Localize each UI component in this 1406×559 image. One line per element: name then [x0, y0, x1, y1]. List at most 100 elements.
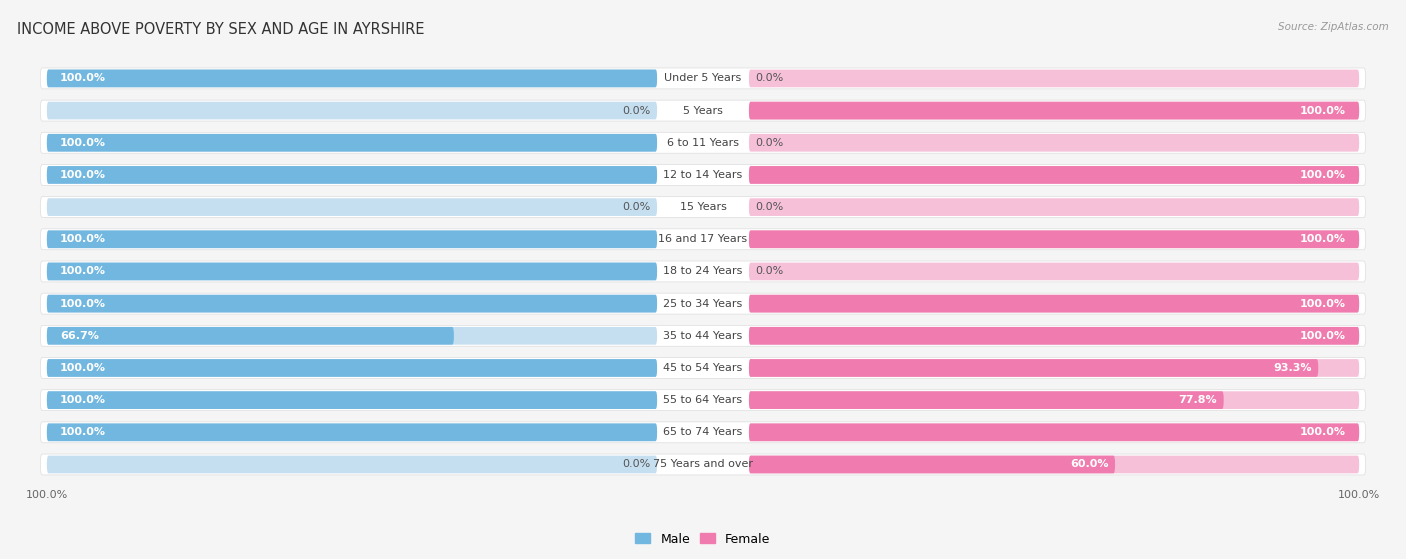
Text: 100.0%: 100.0% — [25, 490, 67, 500]
FancyBboxPatch shape — [749, 263, 1360, 280]
Text: 77.8%: 77.8% — [1178, 395, 1218, 405]
FancyBboxPatch shape — [46, 134, 657, 151]
Text: 93.3%: 93.3% — [1274, 363, 1312, 373]
FancyBboxPatch shape — [749, 327, 1360, 345]
FancyBboxPatch shape — [749, 456, 1360, 473]
FancyBboxPatch shape — [749, 230, 1360, 248]
FancyBboxPatch shape — [749, 166, 1360, 184]
FancyBboxPatch shape — [46, 327, 657, 345]
FancyBboxPatch shape — [41, 390, 1365, 411]
Text: 100.0%: 100.0% — [1301, 170, 1346, 180]
FancyBboxPatch shape — [41, 100, 1365, 121]
FancyBboxPatch shape — [46, 295, 657, 312]
Text: 75 Years and over: 75 Years and over — [652, 459, 754, 470]
Text: 100.0%: 100.0% — [60, 73, 105, 83]
FancyBboxPatch shape — [749, 134, 1360, 151]
Text: 55 to 64 Years: 55 to 64 Years — [664, 395, 742, 405]
FancyBboxPatch shape — [749, 102, 1360, 120]
Legend: Male, Female: Male, Female — [630, 528, 776, 551]
Text: 16 and 17 Years: 16 and 17 Years — [658, 234, 748, 244]
FancyBboxPatch shape — [46, 456, 657, 473]
FancyBboxPatch shape — [41, 358, 1365, 378]
Text: 66.7%: 66.7% — [60, 331, 98, 341]
FancyBboxPatch shape — [46, 69, 657, 87]
FancyBboxPatch shape — [749, 359, 1319, 377]
Text: 0.0%: 0.0% — [623, 106, 651, 116]
Text: 65 to 74 Years: 65 to 74 Years — [664, 427, 742, 437]
Text: 35 to 44 Years: 35 to 44 Years — [664, 331, 742, 341]
FancyBboxPatch shape — [41, 422, 1365, 443]
Text: Under 5 Years: Under 5 Years — [665, 73, 741, 83]
Text: 18 to 24 Years: 18 to 24 Years — [664, 267, 742, 277]
Text: 100.0%: 100.0% — [60, 363, 105, 373]
Text: INCOME ABOVE POVERTY BY SEX AND AGE IN AYRSHIRE: INCOME ABOVE POVERTY BY SEX AND AGE IN A… — [17, 22, 425, 37]
Text: 25 to 34 Years: 25 to 34 Years — [664, 299, 742, 309]
FancyBboxPatch shape — [749, 69, 1360, 87]
FancyBboxPatch shape — [46, 230, 657, 248]
FancyBboxPatch shape — [41, 229, 1365, 250]
FancyBboxPatch shape — [46, 327, 454, 345]
Text: 0.0%: 0.0% — [755, 73, 783, 83]
FancyBboxPatch shape — [46, 263, 657, 280]
Text: 100.0%: 100.0% — [1301, 299, 1346, 309]
FancyBboxPatch shape — [46, 263, 657, 280]
Text: 100.0%: 100.0% — [60, 170, 105, 180]
Text: 100.0%: 100.0% — [60, 395, 105, 405]
FancyBboxPatch shape — [749, 391, 1360, 409]
FancyBboxPatch shape — [749, 424, 1360, 441]
FancyBboxPatch shape — [41, 325, 1365, 346]
Text: 100.0%: 100.0% — [1301, 234, 1346, 244]
FancyBboxPatch shape — [749, 359, 1360, 377]
FancyBboxPatch shape — [749, 295, 1360, 312]
Text: 100.0%: 100.0% — [1301, 427, 1346, 437]
Text: 100.0%: 100.0% — [60, 299, 105, 309]
Text: 100.0%: 100.0% — [1301, 331, 1346, 341]
FancyBboxPatch shape — [749, 391, 1223, 409]
FancyBboxPatch shape — [46, 295, 657, 312]
FancyBboxPatch shape — [46, 166, 657, 184]
Text: 15 Years: 15 Years — [679, 202, 727, 212]
FancyBboxPatch shape — [41, 293, 1365, 314]
Text: Source: ZipAtlas.com: Source: ZipAtlas.com — [1278, 22, 1389, 32]
FancyBboxPatch shape — [41, 454, 1365, 475]
Text: 0.0%: 0.0% — [755, 267, 783, 277]
Text: 100.0%: 100.0% — [60, 427, 105, 437]
FancyBboxPatch shape — [46, 391, 657, 409]
Text: 0.0%: 0.0% — [755, 138, 783, 148]
Text: 100.0%: 100.0% — [1339, 490, 1381, 500]
FancyBboxPatch shape — [749, 166, 1360, 184]
FancyBboxPatch shape — [46, 166, 657, 184]
Text: 100.0%: 100.0% — [60, 234, 105, 244]
Text: 100.0%: 100.0% — [60, 138, 105, 148]
FancyBboxPatch shape — [41, 164, 1365, 186]
Text: 0.0%: 0.0% — [755, 202, 783, 212]
FancyBboxPatch shape — [749, 327, 1360, 345]
Text: 5 Years: 5 Years — [683, 106, 723, 116]
FancyBboxPatch shape — [749, 230, 1360, 248]
FancyBboxPatch shape — [41, 261, 1365, 282]
Text: 100.0%: 100.0% — [60, 267, 105, 277]
Text: 12 to 14 Years: 12 to 14 Years — [664, 170, 742, 180]
FancyBboxPatch shape — [46, 391, 657, 409]
FancyBboxPatch shape — [41, 132, 1365, 153]
Text: 45 to 54 Years: 45 to 54 Years — [664, 363, 742, 373]
FancyBboxPatch shape — [46, 424, 657, 441]
FancyBboxPatch shape — [46, 359, 657, 377]
Text: 100.0%: 100.0% — [1301, 106, 1346, 116]
FancyBboxPatch shape — [749, 456, 1115, 473]
FancyBboxPatch shape — [41, 68, 1365, 89]
FancyBboxPatch shape — [749, 424, 1360, 441]
Text: 0.0%: 0.0% — [623, 202, 651, 212]
Text: 6 to 11 Years: 6 to 11 Years — [666, 138, 740, 148]
FancyBboxPatch shape — [41, 197, 1365, 217]
FancyBboxPatch shape — [749, 295, 1360, 312]
FancyBboxPatch shape — [46, 102, 657, 120]
FancyBboxPatch shape — [46, 134, 657, 151]
Text: 60.0%: 60.0% — [1070, 459, 1108, 470]
FancyBboxPatch shape — [46, 359, 657, 377]
FancyBboxPatch shape — [46, 230, 657, 248]
Text: 0.0%: 0.0% — [623, 459, 651, 470]
FancyBboxPatch shape — [46, 198, 657, 216]
FancyBboxPatch shape — [46, 424, 657, 441]
FancyBboxPatch shape — [46, 69, 657, 87]
